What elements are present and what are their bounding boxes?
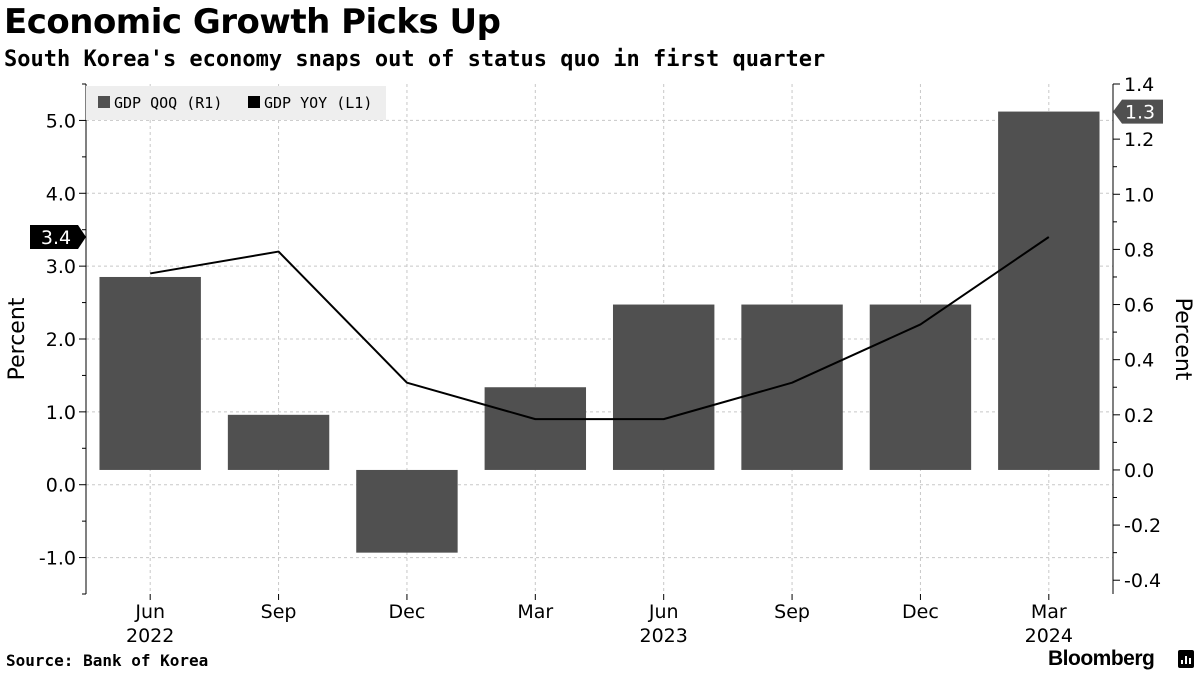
gdp-qoq-bar — [869, 304, 972, 470]
chart-title: Economic Growth Picks Up — [4, 2, 501, 42]
x-tick-label: Dec — [902, 601, 939, 623]
gdp-qoq-bar — [741, 304, 843, 470]
right-tick-label: -0.4 — [1124, 570, 1161, 592]
gdp-qoq-bar — [356, 469, 458, 553]
right-tick-label: 0.8 — [1124, 239, 1154, 261]
right-tick-label: 1.0 — [1124, 184, 1154, 206]
line-last-value-label: 3.4 — [41, 227, 71, 249]
x-year-label: 2024 — [1025, 625, 1073, 647]
x-year-label: 2022 — [126, 625, 174, 647]
x-tick-label: Mar — [1031, 601, 1067, 623]
x-tick-label: Jun — [134, 601, 165, 623]
legend-label-yoy: GDP YOY (L1) — [264, 94, 372, 112]
left-tick-label: 2.0 — [46, 329, 76, 351]
legend-label-qoq: GDP QOQ (R1) — [114, 94, 222, 112]
gdp-yoy-line — [150, 236, 1050, 421]
right-axis-title: Percent — [1170, 298, 1195, 381]
x-tick-label: Dec — [389, 601, 426, 623]
right-tick-label: 0.6 — [1124, 295, 1154, 317]
bar-last-value-callout — [1113, 99, 1163, 124]
right-tick-label: 0.2 — [1124, 405, 1154, 427]
left-tick-label: -1.0 — [39, 548, 76, 570]
legend-box — [86, 86, 386, 120]
x-tick-label: Sep — [261, 601, 297, 623]
gdp-qoq-bar — [998, 111, 1100, 470]
left-tick-label: 1.0 — [46, 402, 76, 424]
bar-last-value-label: 1.3 — [1125, 102, 1155, 124]
left-tick-label: 3.0 — [46, 256, 76, 278]
x-tick-label: Jun — [648, 601, 679, 623]
gdp-qoq-bar — [99, 276, 201, 470]
gdp-qoq-bar — [484, 387, 587, 470]
gdp-qoq-bar — [227, 414, 330, 470]
legend-swatch-qoq — [98, 96, 110, 108]
right-tick-label: 1.2 — [1124, 129, 1154, 151]
x-tick-label: Sep — [774, 601, 810, 623]
gdp-qoq-bar — [612, 304, 715, 470]
right-tick-label: -0.2 — [1124, 515, 1161, 537]
line-last-value-callout — [30, 225, 86, 249]
left-tick-label: 4.0 — [46, 183, 76, 205]
source-note: Source: Bank of Korea — [6, 651, 209, 670]
x-year-label: 2023 — [640, 625, 688, 647]
chart-subtitle: South Korea's economy snaps out of statu… — [4, 47, 826, 72]
right-tick-label: 0.4 — [1124, 350, 1154, 372]
x-tick-label: Mar — [517, 601, 553, 623]
right-tick-label: 0.0 — [1124, 460, 1154, 482]
right-tick-label: 1.4 — [1124, 74, 1154, 96]
left-tick-label: 5.0 — [46, 110, 76, 132]
left-axis-title: Percent — [5, 297, 30, 380]
left-tick-label: 0.0 — [46, 475, 76, 497]
bloomberg-logo-text: Bloomberg — [1048, 647, 1155, 670]
legend-swatch-yoy — [248, 96, 260, 108]
bloomberg-chart-icon — [1178, 650, 1194, 668]
